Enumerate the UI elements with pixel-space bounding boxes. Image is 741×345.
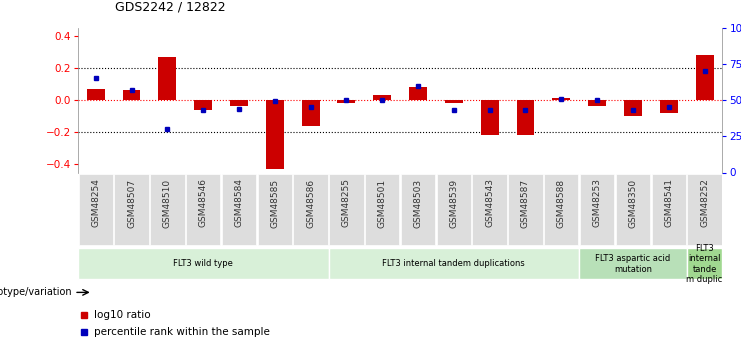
- Text: GSM48252: GSM48252: [700, 178, 709, 227]
- FancyBboxPatch shape: [544, 174, 579, 245]
- Text: GSM48586: GSM48586: [306, 178, 315, 228]
- Text: FLT3 aspartic acid
mutation: FLT3 aspartic acid mutation: [595, 254, 671, 274]
- Text: GDS2242 / 12822: GDS2242 / 12822: [115, 1, 225, 14]
- Text: GSM48501: GSM48501: [378, 178, 387, 228]
- FancyBboxPatch shape: [401, 174, 435, 245]
- Text: GSM48507: GSM48507: [127, 178, 136, 228]
- Text: FLT3 internal tandem duplications: FLT3 internal tandem duplications: [382, 259, 525, 268]
- FancyBboxPatch shape: [78, 248, 328, 279]
- Bar: [409, 87, 427, 100]
- Text: GSM48510: GSM48510: [163, 178, 172, 228]
- Bar: [230, 100, 248, 107]
- Text: GSM48546: GSM48546: [199, 178, 207, 227]
- FancyBboxPatch shape: [329, 174, 364, 245]
- Text: GSM48585: GSM48585: [270, 178, 279, 228]
- FancyBboxPatch shape: [365, 174, 399, 245]
- Text: GSM48539: GSM48539: [449, 178, 459, 228]
- Text: GSM48350: GSM48350: [628, 178, 637, 228]
- Bar: [624, 100, 642, 116]
- FancyBboxPatch shape: [114, 174, 149, 245]
- FancyBboxPatch shape: [293, 174, 328, 245]
- Text: GSM48543: GSM48543: [485, 178, 494, 227]
- FancyBboxPatch shape: [258, 174, 292, 245]
- FancyBboxPatch shape: [150, 174, 185, 245]
- Bar: [373, 95, 391, 100]
- FancyBboxPatch shape: [687, 248, 722, 279]
- Bar: [159, 57, 176, 100]
- FancyBboxPatch shape: [688, 174, 722, 245]
- Text: GSM48588: GSM48588: [556, 178, 566, 228]
- FancyBboxPatch shape: [79, 174, 113, 245]
- Bar: [516, 100, 534, 136]
- Bar: [552, 98, 571, 100]
- FancyBboxPatch shape: [436, 174, 471, 245]
- Text: GSM48254: GSM48254: [91, 178, 100, 227]
- Text: FLT3
internal
tande
m duplic: FLT3 internal tande m duplic: [686, 244, 722, 284]
- FancyBboxPatch shape: [579, 248, 687, 279]
- Bar: [194, 100, 212, 110]
- Text: GSM48255: GSM48255: [342, 178, 351, 227]
- Bar: [337, 100, 356, 103]
- Bar: [266, 100, 284, 169]
- FancyBboxPatch shape: [508, 174, 542, 245]
- FancyBboxPatch shape: [580, 174, 614, 245]
- Text: percentile rank within the sample: percentile rank within the sample: [94, 327, 270, 337]
- Bar: [696, 55, 714, 100]
- Bar: [481, 100, 499, 136]
- Text: FLT3 wild type: FLT3 wild type: [173, 259, 233, 268]
- Bar: [87, 89, 104, 100]
- Text: log10 ratio: log10 ratio: [94, 310, 150, 320]
- Text: GSM48253: GSM48253: [593, 178, 602, 227]
- Text: GSM48584: GSM48584: [234, 178, 244, 227]
- Text: genotype/variation: genotype/variation: [0, 287, 73, 297]
- FancyBboxPatch shape: [473, 174, 507, 245]
- FancyBboxPatch shape: [616, 174, 650, 245]
- Text: GSM48541: GSM48541: [664, 178, 674, 227]
- Bar: [122, 90, 141, 100]
- Bar: [302, 100, 319, 126]
- FancyBboxPatch shape: [186, 174, 220, 245]
- Bar: [445, 100, 463, 103]
- Text: GSM48503: GSM48503: [413, 178, 422, 228]
- Bar: [659, 100, 678, 113]
- FancyBboxPatch shape: [222, 174, 256, 245]
- FancyBboxPatch shape: [328, 248, 579, 279]
- Text: GSM48587: GSM48587: [521, 178, 530, 228]
- FancyBboxPatch shape: [651, 174, 686, 245]
- Bar: [588, 100, 606, 107]
